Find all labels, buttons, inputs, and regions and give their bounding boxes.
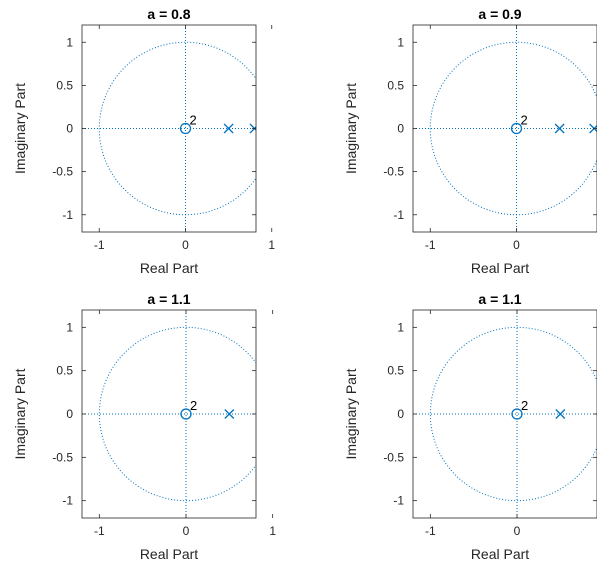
chart-title: a = 1.1 <box>147 291 190 307</box>
x-tick-label: 0 <box>514 524 521 538</box>
y-axis-label: Imaginary Part <box>12 83 28 174</box>
x-axis-label: Real Part <box>471 260 529 276</box>
zero-multiplicity-label: 2 <box>521 113 528 128</box>
pole-marker <box>268 410 277 419</box>
pole-stroke <box>223 123 234 134</box>
y-tick-label: 0.5 <box>387 78 404 92</box>
pole-stroke <box>224 409 235 419</box>
y-tick-label: 1 <box>66 35 73 49</box>
x-tick-label: -1 <box>94 524 105 538</box>
plot-area: 2 <box>413 25 597 232</box>
x-tick-label: 0 <box>183 524 190 538</box>
x-tick-label: -1 <box>425 238 436 252</box>
zero-marker <box>180 408 192 420</box>
y-tick-label: -0.5 <box>383 450 404 464</box>
unit-circle <box>429 41 597 216</box>
pole-marker <box>555 409 566 419</box>
y-tick-label: 0.5 <box>56 364 73 378</box>
y-tick-label: -1 <box>393 208 404 222</box>
plot-area: 2 <box>82 310 277 518</box>
y-tick-label: 1 <box>66 320 73 334</box>
y-tick-label: -0.5 <box>383 165 404 179</box>
x-axis-label: Real Part <box>140 546 198 562</box>
chart-title: a = 1.1 <box>478 291 521 307</box>
x-axis-label: Real Part <box>471 546 529 562</box>
x-tick-label: 0 <box>513 238 520 252</box>
pole-marker <box>223 123 234 134</box>
pole-marker <box>224 409 235 419</box>
zero-marker <box>179 122 192 135</box>
zero-multiplicity-label: 2 <box>190 113 197 128</box>
zplane-panel-3: 2 -1 0 1 1 0.5 0 -0.5 -1 a = 1.1 Real Part Imaginar… <box>12 291 277 562</box>
y-tick-label: 0 <box>66 122 73 136</box>
zplane-panel-1: 2 -1 0 1 1 0.5 0 -0.5 -1 a = 0.8 Real Part Imaginar… <box>12 6 275 276</box>
y-tick-label: -1 <box>62 208 73 222</box>
y-tick-label: 1 <box>397 35 404 49</box>
y-tick-label: 0.5 <box>387 364 404 378</box>
y-tick-label: 0 <box>66 407 73 421</box>
pole-stroke <box>555 409 566 419</box>
y-axis-label: Imaginary Part <box>343 368 359 459</box>
x-tick-label: 1 <box>269 524 276 538</box>
zero-marker <box>511 408 523 420</box>
y-tick-label: -0.5 <box>52 450 73 464</box>
y-tick-label: 0 <box>397 407 404 421</box>
pole-stroke <box>268 410 277 419</box>
x-tick-label: 0 <box>182 238 189 252</box>
y-tick-label: 0 <box>397 122 404 136</box>
zero-marker <box>510 122 523 135</box>
pole-marker <box>554 123 565 134</box>
zero-multiplicity-label: 2 <box>190 398 197 413</box>
y-tick-label: -1 <box>393 494 404 508</box>
pole-stroke <box>268 410 277 419</box>
unit-circle <box>98 326 256 502</box>
y-tick-label: 1 <box>397 320 404 334</box>
y-axis-label: Imaginary Part <box>12 368 28 459</box>
chart-title: a = 0.8 <box>147 6 190 22</box>
plot-area: 2 <box>82 25 256 232</box>
x-tick-label: -1 <box>94 238 105 252</box>
plot-area: 2 <box>413 310 597 518</box>
unit-circle <box>98 41 256 216</box>
y-tick-label: -1 <box>62 494 73 508</box>
y-axis-label: Imaginary Part <box>343 83 359 174</box>
x-tick-label: -1 <box>425 524 436 538</box>
zero-multiplicity-label: 2 <box>521 398 528 413</box>
unit-circle <box>429 326 597 502</box>
x-tick-label: 1 <box>268 238 275 252</box>
y-tick-label: 0.5 <box>56 78 73 92</box>
chart-title: a = 0.9 <box>478 6 521 22</box>
pole-stroke <box>554 123 565 134</box>
x-axis-label: Real Part <box>140 260 198 276</box>
y-tick-label: -0.5 <box>52 165 73 179</box>
